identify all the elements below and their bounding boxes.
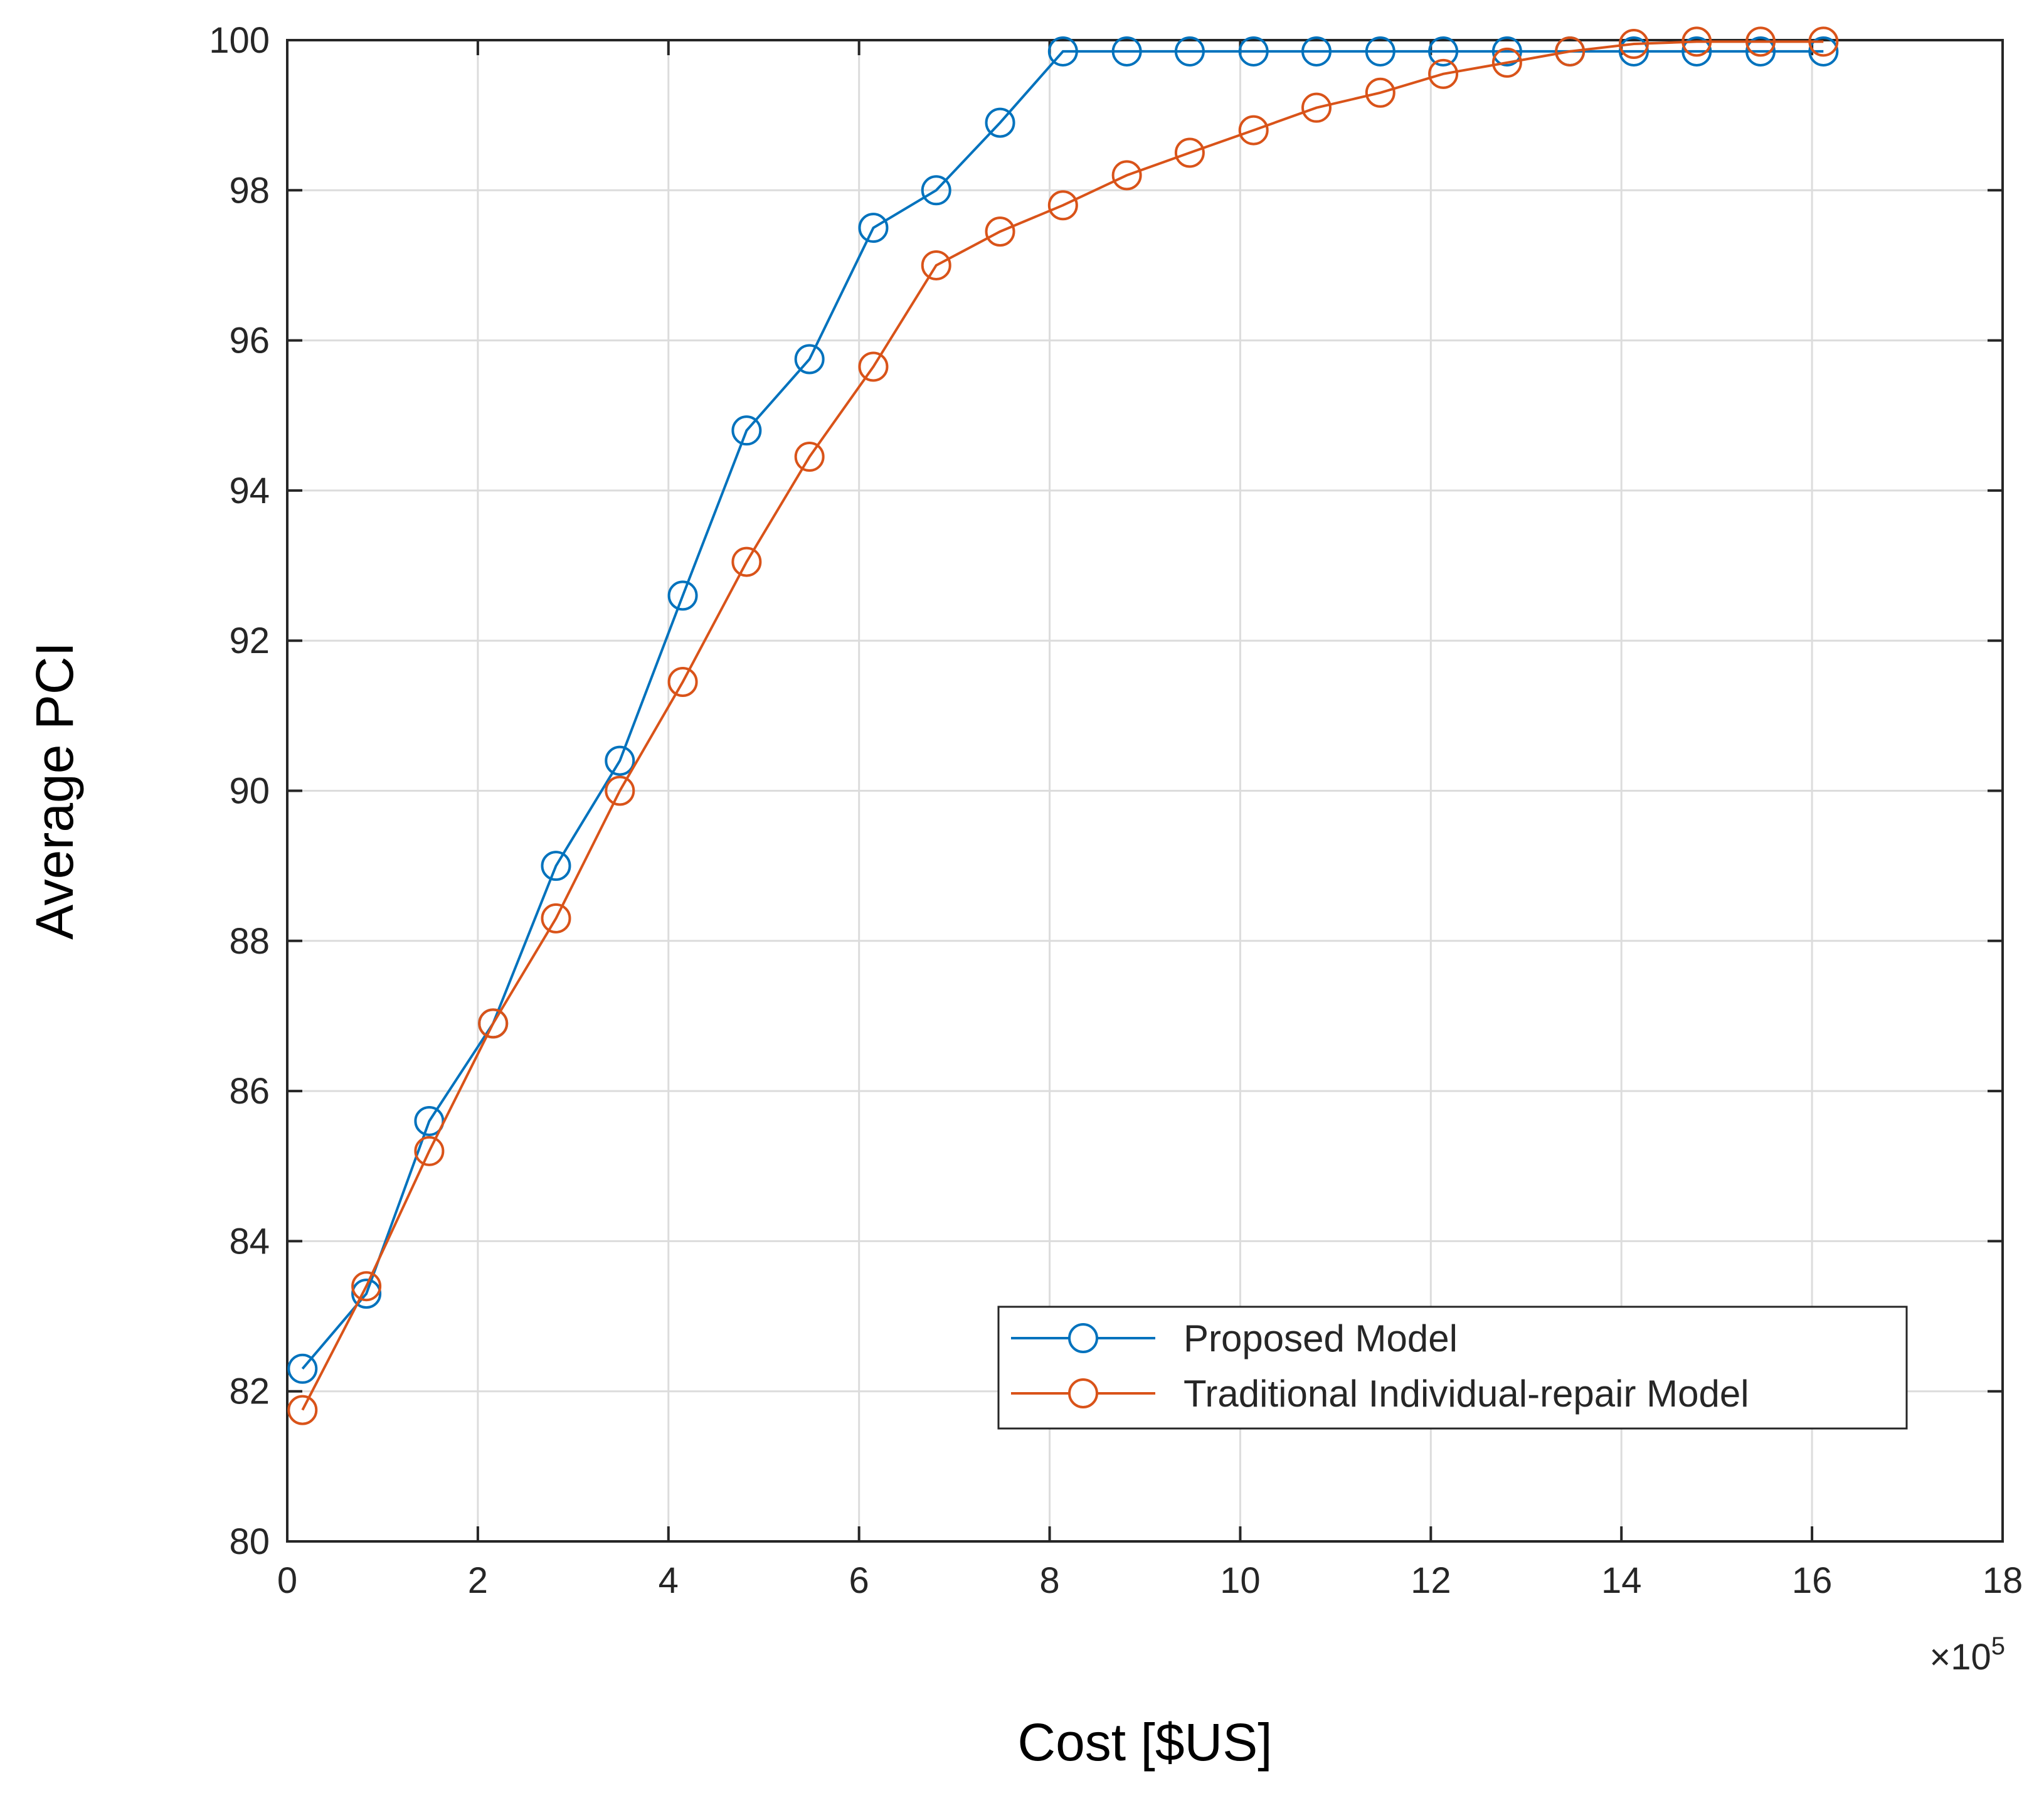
data-point: [985, 107, 1015, 138]
series-2: [287, 26, 1839, 1425]
data-point: [1174, 36, 1205, 66]
data-point: [731, 415, 762, 446]
series-layer: [287, 26, 1839, 1425]
data-point: [1428, 36, 1459, 66]
data-point: [1681, 26, 1712, 57]
y-tick-label: 86: [229, 1071, 270, 1112]
data-point: [1238, 36, 1269, 66]
data-point: [1808, 26, 1839, 57]
x-tick-label: 10: [1220, 1560, 1261, 1601]
data-point: [921, 250, 951, 280]
y-tick-label: 80: [229, 1521, 270, 1562]
y-tick-label: 92: [229, 620, 270, 661]
data-point: [1555, 36, 1586, 66]
y-tick-label: 84: [229, 1221, 270, 1262]
data-point: [541, 903, 571, 934]
data-point: [667, 580, 698, 611]
x-tick-label: 12: [1411, 1560, 1451, 1601]
data-point: [1618, 36, 1649, 66]
y-tick-label: 90: [229, 771, 270, 812]
x-tick-label: 2: [468, 1560, 488, 1601]
data-point: [858, 213, 889, 243]
data-point: [1047, 36, 1078, 66]
x-multiplier-exponent: 5: [1991, 1632, 2005, 1660]
data-point: [1681, 36, 1712, 66]
data-point: [1047, 190, 1078, 221]
data-point: [1618, 28, 1649, 59]
y-axis-title: Average PCI: [25, 642, 84, 940]
x-tick-label: 14: [1601, 1560, 1642, 1601]
data-point: [287, 1353, 318, 1384]
legend-entry-1: Proposed Model: [1011, 1317, 1458, 1359]
axis-ticks: 0 2 4 6 8 10 12 14 16 18 80 82 84 86 88 90 92 94 96 98 100: [209, 20, 2023, 1601]
legend-box: [997, 1306, 1908, 1430]
data-point: [1428, 58, 1459, 89]
legend-marker: [1068, 1323, 1098, 1353]
data-point: [1745, 36, 1776, 66]
x-tick-label: 8: [1039, 1560, 1059, 1601]
data-point: [1174, 137, 1205, 168]
data-point: [1111, 36, 1142, 66]
x-tick-label: 18: [1983, 1560, 2023, 1601]
x-tick-label: 16: [1792, 1560, 1833, 1601]
y-tick-label: 82: [229, 1371, 270, 1412]
data-point: [1301, 36, 1332, 66]
data-point: [794, 442, 825, 472]
data-point: [287, 1395, 318, 1425]
grid: [287, 40, 2003, 1541]
x-axis-multiplier: ×105: [1929, 1632, 2005, 1678]
y-tick-label: 94: [229, 471, 270, 511]
data-point: [605, 775, 635, 806]
data-point: [1745, 26, 1776, 57]
data-point: [921, 175, 951, 206]
legend: Proposed Model Traditional Individual-rep…: [997, 1306, 1908, 1430]
data-point: [351, 1279, 382, 1309]
y-tick-label: 96: [229, 321, 270, 361]
data-point: [667, 667, 698, 698]
series-line: [301, 40, 1824, 1411]
data-point: [1491, 47, 1522, 78]
data-point: [731, 546, 762, 577]
data-point: [1491, 36, 1522, 66]
data-point: [858, 351, 889, 382]
data-point: [605, 745, 635, 776]
data-point: [478, 1008, 509, 1039]
data-point: [541, 851, 571, 881]
legend-marker: [1068, 1378, 1098, 1408]
data-point: [351, 1271, 382, 1302]
data-point: [1808, 36, 1839, 66]
data-point: [794, 344, 825, 375]
legend-label: Traditional Individual-repair Model: [1184, 1373, 1749, 1415]
x-axis-title: Cost [$US]: [1017, 1713, 1272, 1772]
y-tick-label: 100: [209, 20, 270, 61]
legend-entry-2: Traditional Individual-repair Model: [1011, 1373, 1749, 1415]
data-point: [1238, 115, 1269, 146]
data-point: [414, 1136, 445, 1166]
x-tick-label: 0: [277, 1560, 297, 1601]
x-tick-label: 4: [659, 1560, 679, 1601]
x-multiplier-base: ×10: [1929, 1637, 1991, 1678]
x-tick-label: 6: [849, 1560, 869, 1601]
y-tick-label: 88: [229, 921, 270, 962]
y-tick-label: 98: [229, 170, 270, 211]
data-point: [1111, 160, 1142, 191]
data-point: [1365, 77, 1395, 108]
data-point: [985, 216, 1015, 247]
data-point: [1365, 36, 1395, 66]
legend-label: Proposed Model: [1184, 1317, 1458, 1359]
data-point: [1301, 92, 1332, 123]
